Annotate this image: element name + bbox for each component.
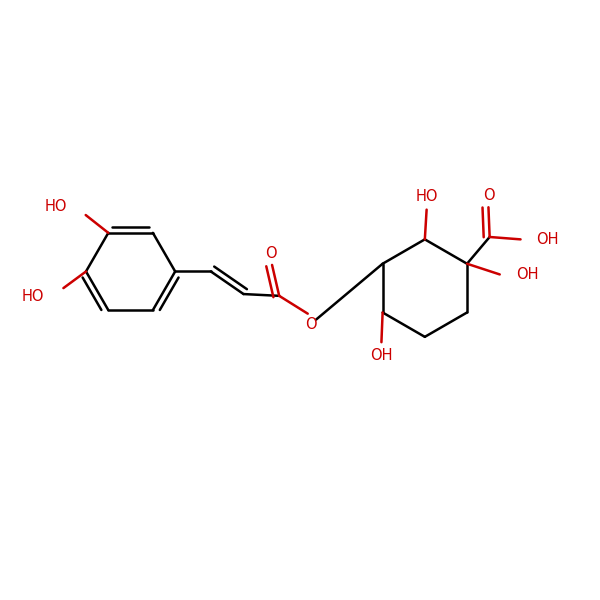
Text: HO: HO	[415, 189, 438, 204]
Text: O: O	[305, 317, 317, 332]
Text: O: O	[265, 245, 277, 260]
Text: O: O	[482, 188, 494, 203]
Text: HO: HO	[22, 289, 44, 304]
Text: OH: OH	[370, 348, 392, 363]
Text: OH: OH	[516, 267, 538, 282]
Text: OH: OH	[536, 232, 559, 247]
Text: HO: HO	[44, 199, 67, 214]
